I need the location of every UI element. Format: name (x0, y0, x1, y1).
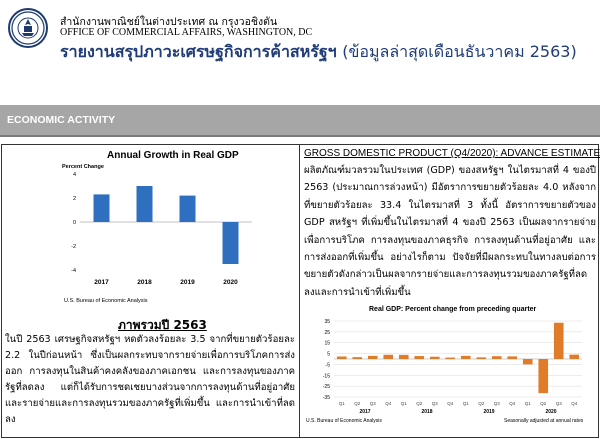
quarter-label: Q1 (401, 401, 408, 406)
year-label: 2020 (545, 409, 556, 415)
bar (429, 356, 440, 359)
quarterly-chart-note: Seasonally adjusted at annual rates (504, 418, 584, 424)
year-label: 2019 (483, 409, 494, 415)
x-tick-label: 2019 (180, 279, 195, 286)
x-tick-label: 2020 (223, 279, 238, 286)
bar (538, 359, 549, 394)
bar (522, 359, 533, 365)
quarter-label: Q4 (509, 401, 516, 406)
bar (445, 357, 456, 359)
quarter-label: Q4 (447, 401, 454, 406)
bar (179, 195, 196, 222)
quarter-label: Q3 (432, 401, 439, 406)
bar (569, 354, 580, 359)
quarter-label: Q2 (416, 401, 423, 406)
section-band-rule (0, 135, 600, 137)
bar (553, 322, 564, 359)
annual-chart-source: U.S. Bureau of Economic Analysis (64, 298, 148, 304)
quarterly-chart-title: Real GDP: Percent change from preceding … (369, 306, 537, 313)
quarter-label: Q4 (571, 401, 578, 406)
y-tick-label: 0 (73, 220, 76, 226)
year-label: 2018 (421, 409, 432, 415)
y-tick-label: -15 (323, 373, 330, 379)
content-frame (1, 144, 599, 438)
bar (491, 356, 502, 359)
quarterly-gdp-chart: 35 25 15 5 -5 -15 -25 -35 Q1 Q2 Q3 Q4 Q1 Q2 Q3 Q4 Q1 Q2 Q3… (304, 305, 598, 435)
quarter-label: Q2 (540, 401, 547, 406)
agency-english-name: OFFICE OF COMMERCIAL AFFAIRS, WASHINGTON… (60, 27, 313, 38)
section-band: ECONOMIC ACTIVITY (0, 105, 600, 135)
y-tick-label: 5 (327, 352, 330, 358)
y-tick-label: 2 (73, 196, 76, 202)
bar (414, 356, 425, 359)
report-title-date: (ข้อมูลล่าสุดเดือนธันวาคม 2563) (342, 42, 577, 61)
quarter-label: Q1 (525, 401, 532, 406)
bar (507, 356, 518, 359)
quarter-label: Q1 (463, 401, 470, 406)
y-tick-label: -2 (71, 244, 76, 250)
bar (222, 222, 239, 264)
bar (398, 354, 409, 359)
bar (136, 186, 153, 222)
embassy-seal-logo (8, 8, 48, 48)
column-divider (299, 144, 300, 438)
quarter-label: Q4 (385, 401, 392, 406)
agency-thai-name: สำนักงานพาณิชย์ในต่างประเทศ ณ กรุงวอชิงต… (60, 16, 278, 28)
bar (460, 355, 471, 359)
y-tick-label: -35 (323, 395, 330, 401)
overview-paragraph: ในปี 2563 เศรษฐกิจสหรัฐฯ หดตัวลงร้อยละ 3… (5, 334, 295, 425)
bar (383, 354, 394, 359)
report-title-main: รายงานสรุปภาวะเศรษฐกิจการค้าสหรัฐฯ (60, 42, 337, 61)
bar (352, 357, 363, 359)
x-tick-label: 2018 (137, 279, 152, 286)
annual-growth-chart-svg: 4 2 0 -2 -4 2017 2018 2019 2020 (71, 172, 252, 286)
quarter-label: Q2 (354, 401, 361, 406)
quarter-label: Q2 (478, 401, 485, 406)
annual-chart-title: Annual Growth in Real GDP (107, 150, 239, 161)
annual-chart-ylabel: Percent Change (62, 164, 104, 170)
annual-growth-chart: 4 2 0 -2 -4 2017 2018 2019 2020 Annual Growth in… (62, 148, 298, 306)
quarter-label: Q1 (339, 401, 346, 406)
y-tick-label: -5 (326, 362, 331, 368)
quarterly-gdp-chart-svg: 35 25 15 5 -5 -15 -25 -35 Q1 Q2 Q3 Q4 Q1 Q2 Q3 Q4 Q1 Q2 Q3… (323, 319, 582, 415)
quarter-label: Q3 (556, 401, 563, 406)
y-tick-label: 25 (324, 330, 330, 336)
y-tick-label: -4 (71, 268, 76, 274)
y-tick-label: -25 (323, 384, 330, 390)
bar (93, 194, 110, 222)
bar (367, 355, 378, 359)
y-tick-label: 15 (324, 341, 330, 347)
quarter-label: Q3 (370, 401, 377, 406)
y-tick-label: 4 (73, 172, 76, 178)
quarterly-chart-source: U.S. Bureau of Economic Analysis (306, 418, 382, 424)
gdp-heading: GROSS DOMESTIC PRODUCT (Q4/2020): ADVANC… (304, 148, 600, 159)
y-tick-label: 35 (324, 319, 330, 325)
bar (476, 357, 487, 359)
bar (336, 356, 347, 359)
year-label: 2017 (359, 409, 370, 415)
gdp-paragraph: ผลิตภัณฑ์มวลรวมในประเทศ (GDP) ของสหรัฐฯ … (304, 165, 596, 298)
report-title: รายงานสรุปภาวะเศรษฐกิจการค้าสหรัฐฯ (ข้อม… (60, 40, 577, 65)
quarter-label: Q3 (494, 401, 501, 406)
overview-heading: ภาพรวมปี 2563 (118, 318, 207, 332)
x-tick-label: 2017 (94, 279, 109, 286)
